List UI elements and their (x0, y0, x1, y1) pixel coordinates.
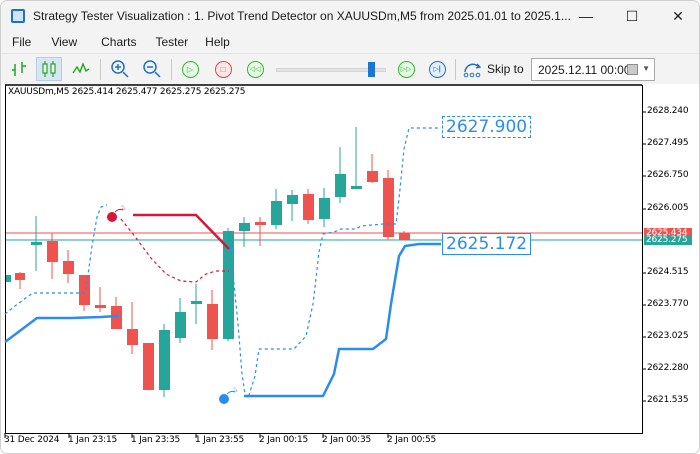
price-tick: 2626.750 (647, 170, 689, 180)
minimize-icon: — (579, 8, 593, 24)
zoom-out-button[interactable] (139, 57, 165, 81)
zoom-in-button[interactable] (107, 57, 133, 81)
skip-end-button[interactable]: ▷| (424, 57, 450, 81)
close-button[interactable]: ✕ (655, 1, 699, 31)
skip-to-button[interactable] (460, 57, 486, 81)
price-tick: 2628.240 (647, 106, 689, 116)
speed-slider-thumb[interactable] (368, 62, 375, 77)
speed-slider-track[interactable] (276, 68, 386, 72)
fast-forward-icon: ▷▷ (397, 60, 415, 78)
line-chart-icon (72, 62, 90, 74)
ask-price-tag: 2625.434 (644, 228, 692, 238)
play-icon: ▷ (181, 60, 199, 78)
menu-help[interactable]: Help (205, 35, 230, 49)
time-tick: 1 Jan 23:55 (195, 435, 245, 445)
slow-down-button[interactable]: ◁◁ (242, 57, 268, 81)
price-tick: 2622.280 (647, 363, 689, 373)
time-tick: 2 Jan 00:55 (387, 435, 437, 445)
maximize-button[interactable]: ☐ (609, 1, 655, 31)
skip-to-date-value: 2025.12.11 00:00 (538, 62, 631, 77)
upper-level-label[interactable]: 2627.900 (442, 116, 532, 138)
price-tick: 2626.005 (647, 203, 689, 213)
minimize-button[interactable]: — (563, 1, 609, 31)
price-tick: 2627.495 (647, 138, 689, 148)
price-tick: 2621.535 (647, 395, 689, 405)
time-tick: 1 Jan 23:35 (131, 435, 181, 445)
calendar-icon[interactable] (627, 64, 638, 75)
stop-button[interactable]: □ (210, 57, 236, 81)
title-bar: Strategy Tester Visualization : 1. Pivot… (1, 1, 699, 31)
bid-price-tag: 2625.275 (644, 235, 692, 245)
price-chart[interactable]: XAUUSDm,M5 2625.414 2625.477 2625.275 26… (1, 84, 699, 453)
stop-icon: □ (214, 60, 232, 78)
toolbar: ▷ □ ◁◁ ▷▷ ▷| Skip to 2025.12.11 00:00 ▼ (1, 53, 699, 84)
time-tick: 1 Jan 23:15 (68, 435, 118, 445)
menu-file[interactable]: File (12, 35, 32, 49)
candlestick-icon (42, 61, 56, 77)
upper-trend-line (133, 213, 230, 250)
rewind-icon: ◁◁ (246, 60, 264, 78)
lower-trend-line (4, 314, 119, 343)
skip-to-icon (463, 63, 482, 78)
play-button[interactable]: ▷ (177, 57, 203, 81)
menu-bar: File View Charts Tester Help (1, 31, 699, 53)
chip-icon (11, 9, 25, 23)
toolbar-separator (171, 59, 172, 80)
skip-to-date-input[interactable]: 2025.12.11 00:00 ▼ (531, 58, 655, 81)
price-tick: 2624.515 (647, 267, 689, 277)
skip-to-label: Skip to (487, 62, 524, 76)
maximize-icon: ☐ (625, 7, 639, 24)
candles (6, 127, 410, 397)
candlestick-chart-button[interactable] (36, 57, 62, 81)
skip-end-icon: ▷| (428, 60, 446, 78)
chart-canvas (4, 84, 646, 438)
window-title: Strategy Tester Visualization : 1. Pivot… (33, 9, 571, 23)
sell-bomb-icon (107, 205, 126, 222)
time-tick: 31 Dec 2024 (4, 435, 60, 445)
menu-view[interactable]: View (51, 35, 78, 49)
close-icon: ✕ (672, 7, 684, 24)
line-chart-button[interactable] (68, 57, 94, 81)
zoom-in-icon (111, 60, 129, 78)
time-tick: 2 Jan 00:35 (322, 435, 372, 445)
price-tick: 2623.770 (647, 299, 689, 309)
symbol-ohlc-header: XAUUSDm,M5 2625.414 2625.477 2625.275 26… (8, 87, 246, 97)
time-tick: 2 Jan 00:15 (259, 435, 309, 445)
lower-level-label[interactable]: 2625.172 (442, 233, 532, 255)
zoom-out-icon (143, 60, 161, 78)
speed-up-button[interactable]: ▷▷ (393, 57, 419, 81)
buy-bomb-icon (219, 387, 238, 404)
price-tick: 2623.025 (647, 331, 689, 341)
bar-chart-icon (12, 62, 26, 76)
toolbar-separator (100, 59, 101, 80)
menu-tester[interactable]: Tester (155, 35, 189, 49)
chevron-down-icon[interactable]: ▼ (642, 64, 650, 73)
toolbar-separator (455, 59, 456, 80)
menu-charts[interactable]: Charts (101, 35, 137, 49)
bar-chart-button[interactable] (6, 57, 32, 81)
